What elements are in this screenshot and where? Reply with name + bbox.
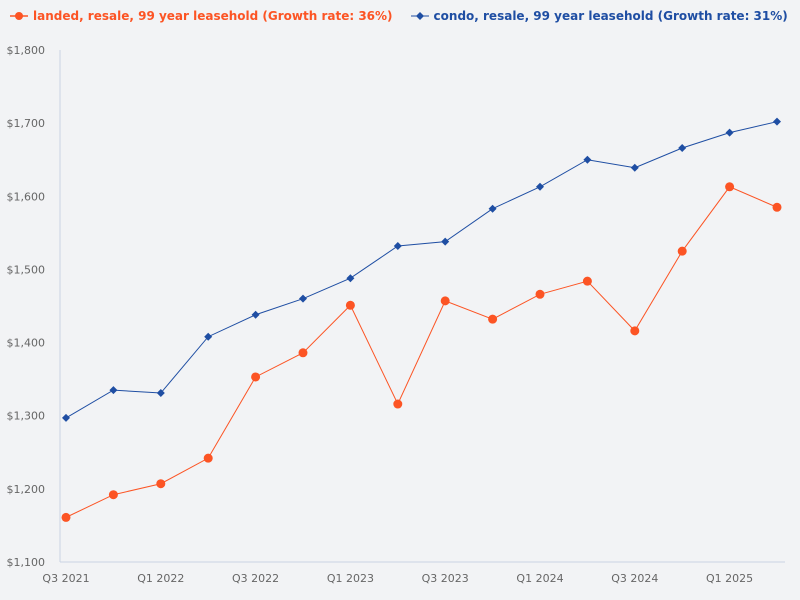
x-tick-label: Q3 2021 <box>42 572 89 585</box>
legend-item-condo[interactable]: condo, resale, 99 year leasehold (Growth… <box>410 9 788 23</box>
data-point-condo <box>583 155 592 164</box>
data-point-landed <box>393 399 403 409</box>
y-tick-label: $1,300 <box>7 410 46 423</box>
data-point-condo <box>536 182 544 191</box>
data-point-landed <box>251 372 261 382</box>
y-tick-label: $1,500 <box>7 263 46 276</box>
data-point-condo <box>251 310 260 319</box>
legend-label-condo: condo, resale, 99 year leasehold (Growth… <box>433 9 788 23</box>
x-tick-label: Q3 2022 <box>232 572 279 585</box>
y-tick-label: $1,400 <box>7 337 46 350</box>
data-point-condo <box>678 144 687 153</box>
data-point-landed <box>772 202 782 212</box>
y-tick-label: $1,800 <box>7 44 46 57</box>
series-line-landed <box>65 186 778 518</box>
y-tick-label: $1,100 <box>7 556 46 569</box>
data-point-landed <box>440 296 450 306</box>
x-tick-label: Q1 2022 <box>137 572 184 585</box>
data-point-condo <box>773 117 781 126</box>
x-tick-label: Q1 2024 <box>516 572 563 585</box>
data-point-condo <box>630 163 639 172</box>
data-point-landed <box>203 453 213 463</box>
legend: landed, resale, 99 year leasehold (Growt… <box>10 9 788 23</box>
data-point-condo <box>393 242 402 251</box>
data-point-condo <box>346 274 355 283</box>
data-point-landed <box>535 289 545 299</box>
data-point-landed <box>582 276 592 286</box>
y-tick-label: $1,600 <box>7 190 46 203</box>
data-point-landed <box>725 182 735 192</box>
y-tick-label: $1,700 <box>7 117 46 130</box>
data-point-landed <box>156 479 166 489</box>
data-point-condo <box>156 389 165 398</box>
data-point-landed <box>298 348 308 358</box>
x-tick-label: Q3 2024 <box>611 572 658 585</box>
diamond-marker-icon <box>410 12 429 20</box>
legend-item-landed[interactable]: landed, resale, 99 year leasehold (Growt… <box>10 9 393 23</box>
data-point-condo <box>204 332 213 341</box>
data-point-condo <box>488 204 497 213</box>
data-point-condo <box>62 413 70 422</box>
series-line-condo <box>65 121 778 419</box>
data-point-landed <box>108 490 118 500</box>
data-point-landed <box>630 326 640 336</box>
data-point-landed <box>345 300 355 310</box>
circle-marker-icon <box>10 12 28 20</box>
data-point-condo <box>725 128 734 137</box>
data-point-condo <box>441 237 450 246</box>
data-point-condo <box>299 294 307 303</box>
y-tick-label: $1,200 <box>7 483 46 496</box>
data-point-landed <box>61 512 71 522</box>
x-tick-label: Q1 2025 <box>706 572 753 585</box>
x-tick-label: Q1 2023 <box>327 572 374 585</box>
data-point-landed <box>677 246 687 256</box>
data-point-condo <box>109 386 118 395</box>
data-point-landed <box>488 314 498 324</box>
legend-label-landed: landed, resale, 99 year leasehold (Growt… <box>33 9 393 23</box>
x-tick-label: Q3 2023 <box>422 572 469 585</box>
